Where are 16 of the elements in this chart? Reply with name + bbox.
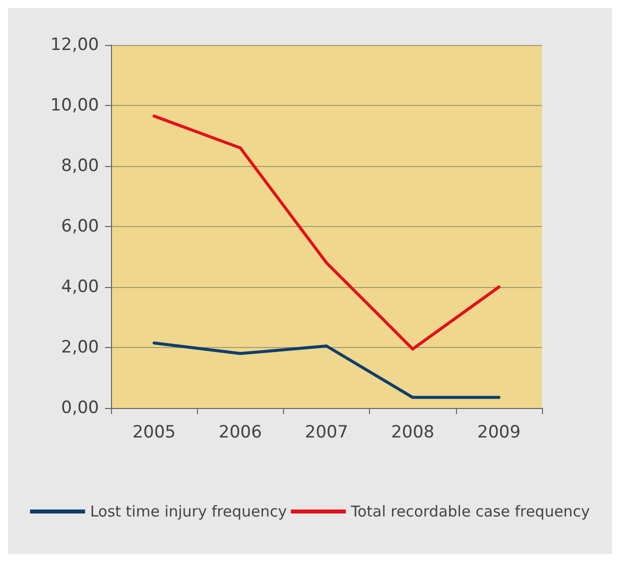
- x-tick-label: 2006: [218, 422, 262, 442]
- line-series: [152, 114, 500, 351]
- y-tick-label: 10,00: [50, 96, 99, 116]
- y-tick-label: 6,00: [61, 216, 99, 236]
- y-tick-label: 4,00: [61, 277, 99, 297]
- line-series: [152, 341, 500, 399]
- x-tick-label: 2009: [477, 422, 521, 442]
- legend-label: Total recordable case frequency: [350, 502, 590, 520]
- legend-label: Lost time injury frequency: [90, 502, 287, 520]
- y-tick-label: 2,00: [61, 338, 99, 358]
- y-tick-label: 0,00: [61, 398, 99, 418]
- x-tick-label: 2008: [391, 422, 434, 442]
- y-tick-label: 12,00: [50, 35, 99, 55]
- x-tick-label: 2007: [304, 422, 348, 442]
- x-tick-label: 2005: [132, 422, 176, 442]
- y-tick-label: 8,00: [61, 156, 99, 176]
